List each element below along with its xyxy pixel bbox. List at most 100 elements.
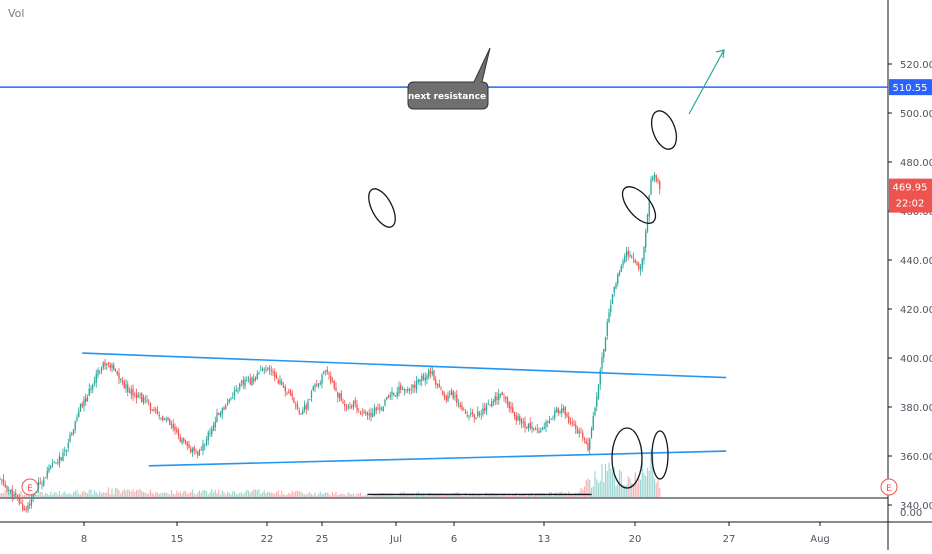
candle-body [293, 398, 295, 403]
volume-bar [599, 480, 601, 498]
volume-bar [529, 493, 531, 498]
volume-bar [114, 487, 117, 498]
volume-bar [214, 489, 216, 498]
volume-bar [121, 491, 124, 498]
volume-bar [62, 492, 64, 498]
candle-body [485, 404, 488, 411]
candle-body [566, 413, 568, 417]
time-tick-label: 8 [81, 534, 87, 545]
volume-bar [464, 492, 467, 498]
volume-bar [83, 490, 85, 498]
volume-bar [589, 480, 591, 498]
volume-bar [361, 495, 363, 498]
volume-bar [86, 493, 89, 498]
candle-body [197, 452, 199, 456]
volume-bar [426, 495, 428, 498]
candle-body [74, 421, 76, 430]
volume-bar [118, 490, 120, 498]
volume-bar [536, 493, 538, 498]
volume-bar [349, 493, 351, 498]
volume-bar [337, 495, 339, 498]
candle-body [470, 413, 472, 415]
candle-body [543, 427, 545, 430]
volume-bar [328, 493, 330, 498]
candle-body [86, 397, 89, 402]
candle-body [351, 406, 353, 408]
volume-bar [90, 489, 92, 498]
volume-bar [106, 492, 108, 498]
candle-body [200, 449, 202, 451]
volume-bar [358, 493, 360, 498]
candle-body [219, 413, 222, 417]
candle-body [310, 391, 313, 398]
candle-body [587, 443, 589, 451]
volume-bar [415, 492, 418, 498]
volume-bar [379, 493, 381, 498]
candle-body [529, 422, 531, 429]
candle-body [256, 373, 258, 379]
candle-body [352, 401, 355, 407]
candle-body [653, 174, 656, 178]
candle-body [288, 391, 290, 393]
candle-body [237, 390, 239, 392]
candle-body [125, 384, 127, 389]
candle-body [27, 505, 29, 511]
candle-body [629, 254, 631, 257]
volume-bar [0, 493, 1, 498]
volume-bar [445, 494, 447, 498]
candle-body [384, 399, 386, 406]
volume-bar [352, 493, 355, 498]
candle-body [410, 389, 412, 390]
volume-bar [286, 494, 288, 498]
volume-bar [132, 489, 134, 498]
candle-body [275, 375, 278, 379]
volume-bar [48, 494, 50, 498]
volume-bar [335, 492, 337, 498]
volume-bar [307, 493, 309, 498]
volume-bar [151, 492, 153, 498]
candle-body [93, 381, 96, 384]
volume-bar [2, 493, 5, 498]
volume-bar [438, 493, 440, 498]
volume-bar [172, 493, 174, 498]
candle-body [583, 439, 586, 440]
candle-body [55, 462, 57, 464]
candle-body [29, 503, 31, 506]
candle-body [522, 421, 524, 423]
volume-bar [72, 492, 75, 498]
volume-bar [130, 491, 132, 498]
volume-bar [237, 494, 239, 498]
volume-bar [498, 494, 500, 498]
candle-body [319, 383, 321, 384]
candle-body [604, 337, 607, 351]
candle-body [597, 384, 600, 399]
candle-body [258, 372, 260, 374]
candle-body [578, 431, 580, 433]
candle-body [400, 385, 402, 390]
candle-body [128, 391, 131, 393]
price-tick-label: 340.00 [900, 501, 932, 512]
candle-body [176, 429, 178, 432]
volume-bar [477, 494, 479, 498]
candle-body [321, 374, 323, 384]
candle-body [477, 411, 479, 417]
volume-bar [520, 494, 523, 498]
volume-bar [347, 492, 349, 498]
volume-bar [608, 462, 610, 498]
volume-bar [144, 492, 146, 498]
candle-body [382, 406, 384, 411]
volume-bar [295, 491, 297, 498]
candle-body [235, 389, 237, 391]
candle-body [50, 465, 52, 468]
candle-body [377, 408, 379, 410]
volume-bar [296, 490, 299, 498]
candle-body [550, 418, 552, 420]
candle-body [307, 400, 309, 409]
volume-bar [242, 494, 244, 498]
volume-bar [128, 489, 131, 498]
volume-bar [263, 490, 265, 498]
time-tick-label: 22 [261, 534, 274, 545]
volume-bar [142, 491, 145, 498]
